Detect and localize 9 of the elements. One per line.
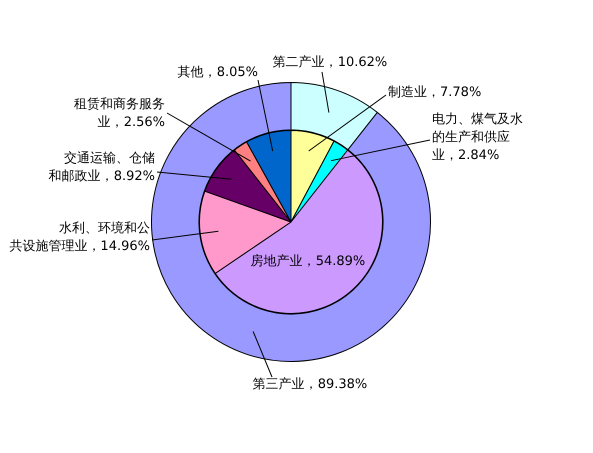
slice-label: 水利、环境和公共设施管理业，14.96% — [9, 220, 150, 254]
slice-label: 制造业，7.78% — [388, 84, 482, 100]
slice-label: 交通运输、仓储和邮政业，8.92% — [48, 150, 155, 184]
slice-label: 房地产业，54.89% — [250, 252, 366, 269]
slice-label: 其他，8.05% — [178, 64, 258, 80]
slice-label: 第三产业，89.38% — [252, 376, 368, 392]
slice-label: 租赁和商务服务业，2.56% — [74, 96, 165, 130]
slice-label: 第二产业，10.62% — [272, 54, 388, 70]
slice-label: 电力、煤气及水的生产和供应业，2.84% — [432, 112, 523, 163]
